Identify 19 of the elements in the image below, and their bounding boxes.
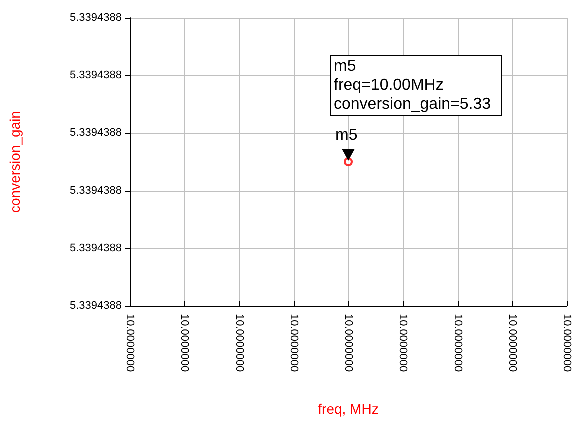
x-tick-label: 10.0000000 — [124, 314, 136, 372]
x-axis-title: freq, MHz — [318, 401, 379, 417]
x-tick-label: 10.0000000 — [342, 314, 354, 372]
y-tick-label: 5.3394388 — [70, 70, 122, 82]
y-axis-title: conversion_gain — [7, 111, 23, 213]
annotation: m5 — [336, 126, 358, 145]
y-tick-label: 5.3394388 — [70, 300, 122, 312]
x-tick-label: 10.0000000 — [233, 314, 246, 372]
x-tick-label: 10.0000000 — [397, 314, 410, 372]
annotation: m5 freq=10.00MHz conversion_gain=5.33 — [330, 55, 502, 116]
x-tick-label: 10.0000000 — [561, 314, 573, 372]
x-tick-label: 10.0000000 — [178, 314, 191, 372]
y-tick-label: 5.3394388 — [70, 127, 122, 140]
y-tick-label: 5.3394388 — [70, 12, 122, 24]
x-tick-label: 10.0000000 — [452, 314, 464, 372]
x-tick-label: 10.0000000 — [288, 314, 300, 372]
y-tick-label: 5.3394388 — [70, 242, 122, 254]
x-tick-label: 10.0000000 — [506, 314, 518, 372]
y-tick-label: 5.3394388 — [70, 184, 122, 197]
